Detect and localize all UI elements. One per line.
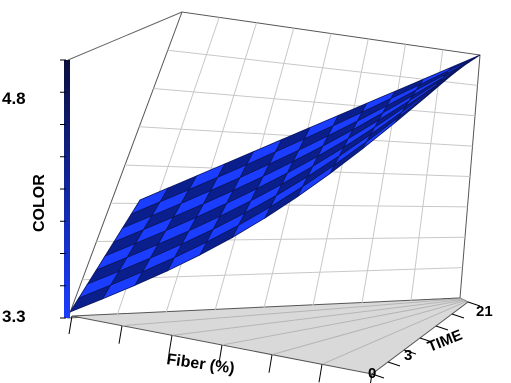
y-tick xyxy=(371,373,385,379)
y-axis-label: TIME xyxy=(425,327,465,356)
color-bar-gradient xyxy=(64,60,70,318)
z-tick-top: 4.8 xyxy=(2,89,26,108)
top-edge xyxy=(67,11,183,61)
chart-surface xyxy=(69,54,481,313)
y-tick xyxy=(419,337,433,343)
x-tick xyxy=(218,344,223,364)
x-tick xyxy=(118,325,123,344)
floor-grid-line xyxy=(321,300,467,365)
z-axis-label: COLOR xyxy=(31,174,48,232)
floor-grid-line xyxy=(221,299,465,346)
y-tick-21: 21 xyxy=(476,303,493,320)
floor-grid-line xyxy=(171,298,463,336)
x-axis-label: Fiber (%) xyxy=(165,351,235,377)
y-tick xyxy=(467,301,481,307)
surface-patch xyxy=(448,54,481,71)
axis-ticks xyxy=(60,59,481,383)
x-tick xyxy=(68,315,73,335)
y-tick-3: 3 xyxy=(404,347,412,364)
z-tick-bottom: 3.3 xyxy=(2,307,26,326)
x-tick-zero: 0 xyxy=(368,365,376,382)
y-tick xyxy=(435,325,449,331)
x-tick xyxy=(268,354,273,373)
x-tick xyxy=(318,364,323,383)
floor-grid-line xyxy=(271,300,466,356)
x-tick xyxy=(168,335,173,354)
color-bar xyxy=(64,60,70,318)
grid-line xyxy=(153,88,476,117)
y-tick xyxy=(451,313,465,319)
y-tick xyxy=(387,361,401,367)
x-tick xyxy=(369,373,373,383)
floor-grid-line xyxy=(121,298,462,327)
y-tick xyxy=(403,349,417,355)
